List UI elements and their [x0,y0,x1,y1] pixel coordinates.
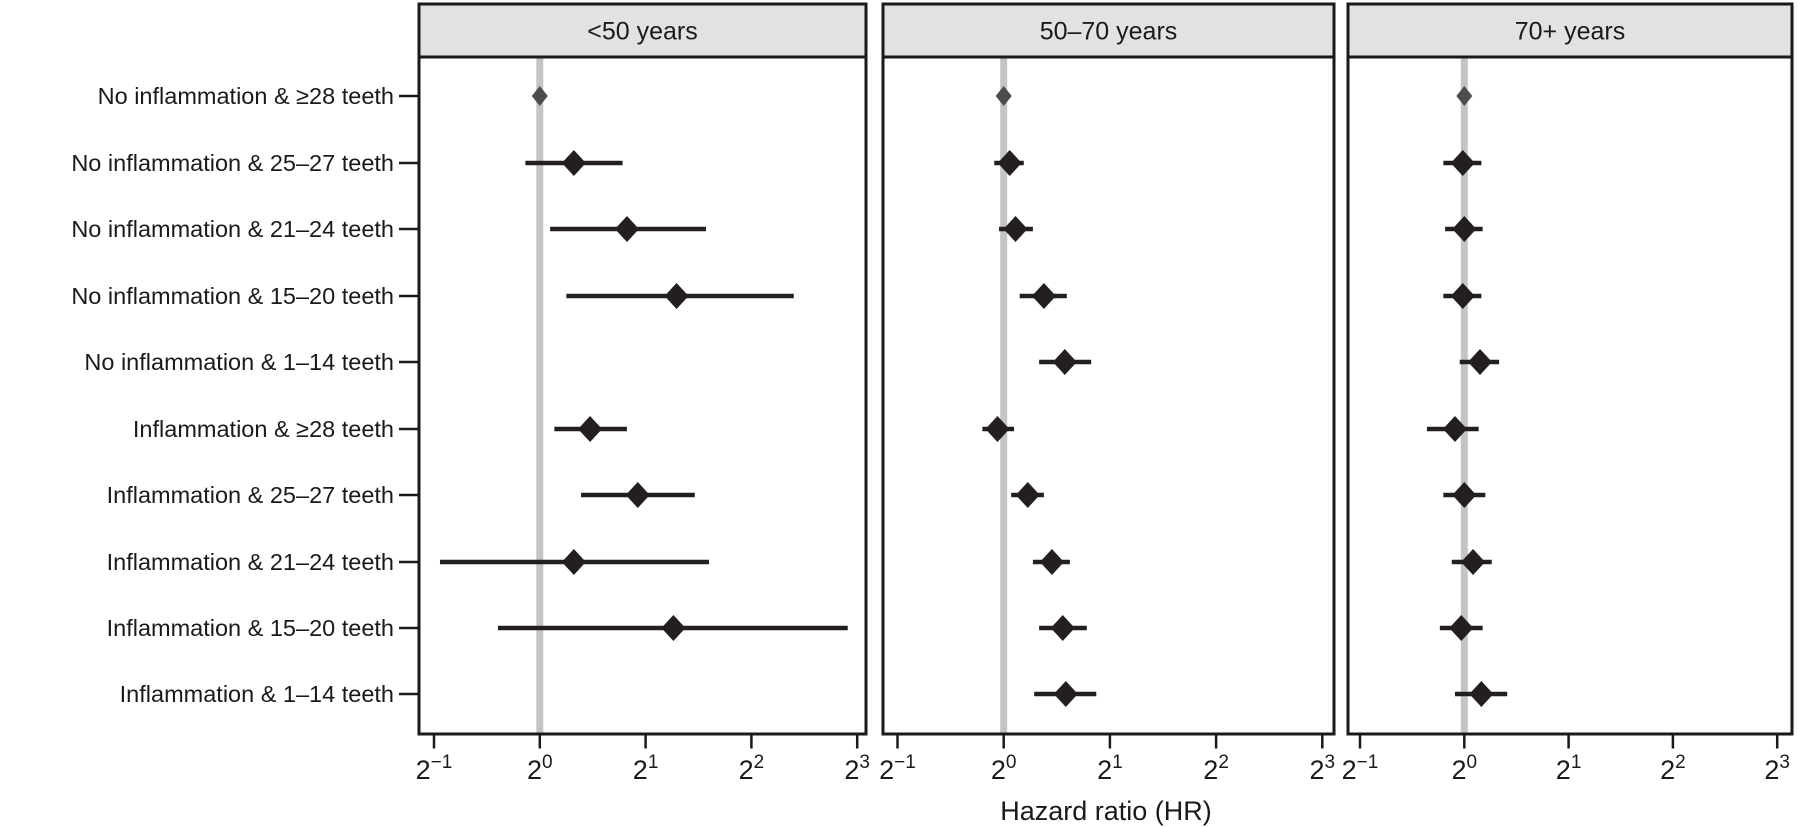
x-tick-label: 21 [1556,752,1582,785]
forest-row [581,482,695,508]
x-tick-label: 23 [844,752,870,785]
x-tick-label: 22 [739,752,765,785]
x-tick-label: 23 [1764,752,1790,785]
forest-row [531,86,548,106]
panel-1: 50–70 years 2−1 20 21 22 23 [879,2,1336,785]
estimate-diamond [1450,283,1475,309]
x-tick-label: 22 [1203,752,1229,785]
estimate-diamond [578,416,603,442]
estimate-diamond [1031,283,1056,309]
forest-row [1451,549,1492,575]
estimate-diamond [561,549,586,575]
forest-row [994,150,1024,176]
forest-row [439,549,710,575]
estimate-diamond [1053,681,1078,707]
x-tick-label: 2−1 [879,752,916,785]
panel-body [881,55,1336,736]
estimate-diamond [997,150,1022,176]
panel-header [1346,2,1794,59]
estimate-diamond [1039,549,1064,575]
category-label: No inflammation & 1–14 teeth [84,349,394,375]
category-label: No inflammation & 21–24 teeth [71,216,394,242]
estimate-diamond [1461,549,1486,575]
estimate-diamond [985,416,1010,442]
estimate-diamond [1452,216,1477,242]
category-label: Inflammation & ≥28 teeth [133,416,394,442]
forest-row [1459,349,1500,375]
forest-row [566,283,794,309]
x-tick-label: 2−1 [416,752,453,785]
panel-2: 70+ years 2−1 20 21 22 23 [1342,2,1794,785]
estimate-diamond [664,283,689,309]
forest-row [1019,283,1067,309]
estimate-diamond [614,216,639,242]
estimate-diamond [1003,216,1028,242]
forest-row [1034,681,1097,707]
estimate-diamond [1442,416,1467,442]
estimate-diamond [1468,349,1493,375]
forest-row [554,416,627,442]
estimate-diamond [661,615,686,641]
category-label: Inflammation & 21–24 teeth [107,549,394,575]
estimate-diamond [1452,482,1477,508]
forest-row [1032,549,1070,575]
estimate-diamond [561,150,586,176]
forest-row [1443,150,1482,176]
category-label: Inflammation & 15–20 teeth [107,615,394,641]
forest-row [497,615,848,641]
forest-row [525,150,623,176]
x-tick-label: 21 [633,752,659,785]
category-label: Inflammation & 1–14 teeth [120,681,394,707]
x-tick-label: 23 [1309,752,1335,785]
panel-header-label: 70+ years [1515,18,1626,46]
estimate-diamond [1469,681,1494,707]
estimate-diamond [531,86,548,106]
x-axis-title: Hazard ratio (HR) [1000,796,1212,826]
forest-row [1039,349,1092,375]
plot-root: No inflammation & ≥28 teeth No inflammati… [71,2,1794,785]
x-tick-label: 20 [1451,752,1477,785]
estimate-diamond [1015,482,1040,508]
category-label: No inflammation & 25–27 teeth [71,150,394,176]
category-label: Inflammation & 25–27 teeth [107,482,394,508]
panel-0: <50 years 2−1 20 21 22 23 [416,2,870,785]
panel-body [417,55,868,736]
category-label: No inflammation & ≥28 teeth [98,83,394,109]
estimate-diamond [1450,150,1475,176]
estimate-diamond [1456,86,1473,106]
category-label: No inflammation & 15–20 teeth [71,283,394,309]
forest-row [1039,615,1087,641]
forest-row [1426,416,1479,442]
x-tick-label: 20 [991,752,1017,785]
forest-row [999,216,1033,242]
estimate-diamond [1052,349,1077,375]
x-tick-label: 21 [1097,752,1123,785]
forest-row [1443,283,1482,309]
x-tick-label: 20 [527,752,553,785]
x-tick-label: 2−1 [1342,752,1379,785]
forest-row [1445,216,1483,242]
panel-header-label: 50–70 years [1040,18,1178,46]
forest-row [995,86,1012,106]
estimate-diamond [1449,615,1474,641]
forest-row [550,216,706,242]
forest-row [1439,615,1483,641]
panel-header [417,2,868,59]
estimate-diamond [1050,615,1075,641]
forest-row [1443,482,1486,508]
panel-header-label: <50 years [587,18,698,46]
forest-row [1454,681,1508,707]
x-tick-label: 22 [1660,752,1686,785]
panel-body [1346,55,1794,736]
estimate-diamond [625,482,650,508]
estimate-diamond [995,86,1012,106]
forest-row [982,416,1015,442]
forest-row [1011,482,1044,508]
forest-row [1456,86,1473,106]
